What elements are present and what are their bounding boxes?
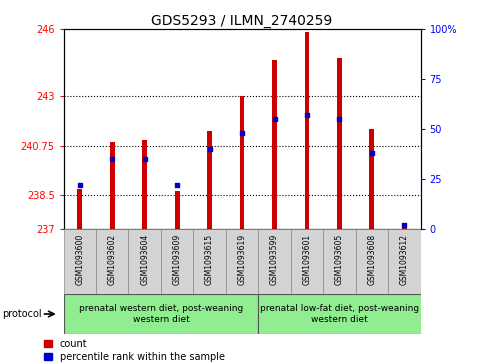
- FancyBboxPatch shape: [290, 229, 323, 294]
- Text: GSM1093615: GSM1093615: [204, 234, 214, 285]
- Point: [141, 156, 148, 162]
- Point: [205, 146, 213, 152]
- FancyBboxPatch shape: [128, 229, 161, 294]
- Bar: [271, 60, 276, 229]
- FancyBboxPatch shape: [258, 294, 436, 334]
- Point: [400, 222, 407, 228]
- Text: GSM1093601: GSM1093601: [302, 234, 311, 285]
- Text: GSM1093600: GSM1093600: [75, 234, 84, 285]
- Text: GSM1093602: GSM1093602: [107, 234, 117, 285]
- Bar: [401, 225, 406, 229]
- Text: GSM1093604: GSM1093604: [140, 234, 149, 285]
- Bar: [304, 32, 309, 229]
- FancyBboxPatch shape: [161, 229, 193, 294]
- Text: GSM1093612: GSM1093612: [399, 234, 408, 285]
- Text: GSM1093608: GSM1093608: [366, 234, 376, 285]
- Point: [76, 182, 83, 188]
- FancyBboxPatch shape: [258, 229, 290, 294]
- FancyBboxPatch shape: [323, 229, 355, 294]
- Bar: [239, 95, 244, 229]
- Text: GSM1093599: GSM1093599: [269, 234, 279, 285]
- Point: [303, 112, 310, 118]
- FancyBboxPatch shape: [225, 229, 258, 294]
- FancyBboxPatch shape: [63, 229, 96, 294]
- Bar: [142, 140, 147, 229]
- Text: protocol: protocol: [2, 309, 42, 319]
- Text: prenatal low-fat diet, post-weaning
western diet: prenatal low-fat diet, post-weaning west…: [259, 304, 418, 324]
- Legend: count, percentile rank within the sample: count, percentile rank within the sample: [44, 339, 224, 362]
- Text: GSM1093619: GSM1093619: [237, 234, 246, 285]
- Point: [335, 116, 343, 122]
- FancyBboxPatch shape: [355, 229, 387, 294]
- Bar: [336, 58, 341, 229]
- Point: [238, 130, 245, 136]
- Text: GSM1093605: GSM1093605: [334, 234, 343, 285]
- Bar: [207, 131, 212, 229]
- Text: GSM1093609: GSM1093609: [172, 234, 181, 285]
- Point: [270, 116, 278, 122]
- Point: [108, 156, 116, 162]
- Text: prenatal western diet, post-weaning
western diet: prenatal western diet, post-weaning west…: [79, 304, 243, 324]
- FancyBboxPatch shape: [63, 294, 258, 334]
- FancyBboxPatch shape: [96, 229, 128, 294]
- Bar: [368, 129, 373, 229]
- FancyBboxPatch shape: [193, 229, 225, 294]
- Title: GDS5293 / ILMN_2740259: GDS5293 / ILMN_2740259: [151, 14, 332, 28]
- Bar: [110, 142, 115, 229]
- Point: [173, 182, 181, 188]
- Point: [367, 150, 375, 156]
- FancyBboxPatch shape: [387, 229, 420, 294]
- Bar: [174, 191, 179, 229]
- Bar: [77, 189, 82, 229]
